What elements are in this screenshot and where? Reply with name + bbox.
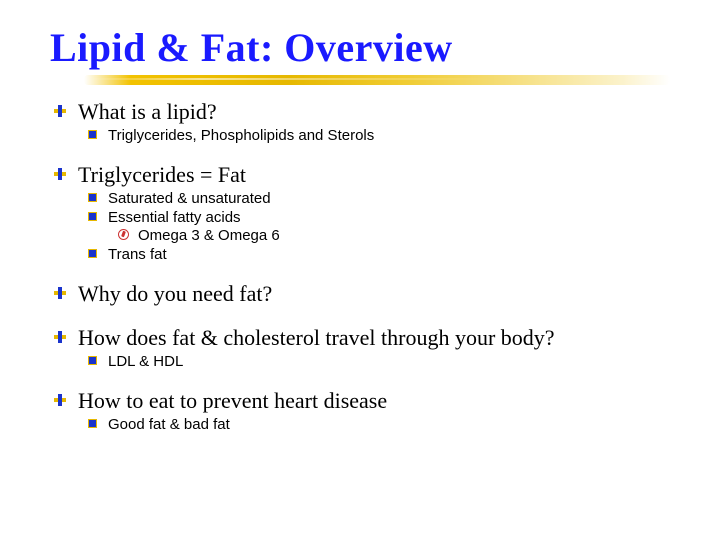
list-item-label: Why do you need fat? xyxy=(78,281,272,306)
list-item: Essential fatty acidsOmega 3 & Omega 6 xyxy=(108,209,670,244)
square-bullet-icon xyxy=(88,419,97,428)
list-item: What is a lipid? Triglycerides, Phospholi… xyxy=(78,99,670,144)
title-underline xyxy=(84,75,670,85)
square-bullet-icon xyxy=(88,193,97,202)
list-item: Trans fat xyxy=(108,246,670,263)
list-item: Triglycerides, Phospholipids and Sterols xyxy=(108,127,670,144)
square-bullet-icon xyxy=(88,212,97,221)
list-item-label: How does fat & cholesterol travel throug… xyxy=(78,325,555,350)
list-item: How does fat & cholesterol travel throug… xyxy=(78,325,670,370)
plus-bullet-icon xyxy=(54,331,66,343)
list-item: Omega 3 & Omega 6 xyxy=(138,227,670,244)
square-bullet-icon xyxy=(88,356,97,365)
sub-list: Saturated & unsaturated Essential fatty a… xyxy=(78,190,670,263)
globe-bullet-icon xyxy=(118,229,129,240)
list-item-label: Saturated & unsaturated xyxy=(108,190,271,207)
plus-bullet-icon xyxy=(54,394,66,406)
list-item-label: How to eat to prevent heart disease xyxy=(78,388,387,413)
list-item-label: Trans fat xyxy=(108,246,167,263)
list-item: Why do you need fat? xyxy=(78,281,670,307)
slide: Lipid & Fat: Overview What is a lipid? Tr… xyxy=(0,0,720,457)
outline-list: What is a lipid? Triglycerides, Phospholi… xyxy=(50,99,670,433)
sub-list: Good fat & bad fat xyxy=(78,416,670,433)
page-title: Lipid & Fat: Overview xyxy=(50,24,670,71)
list-item: Saturated & unsaturated xyxy=(108,190,670,207)
sub-list: LDL & HDL xyxy=(78,353,670,370)
list-item: How to eat to prevent heart disease Good … xyxy=(78,388,670,433)
list-item-label: What is a lipid? xyxy=(78,99,217,124)
list-item-label: Good fat & bad fat xyxy=(108,416,230,433)
list-item-label: Triglycerides, Phospholipids and Sterols xyxy=(108,127,374,144)
list-item: LDL & HDL xyxy=(108,353,670,370)
square-bullet-icon xyxy=(88,249,97,258)
list-item-label: Essential fatty acids xyxy=(108,209,241,226)
sub-list: Triglycerides, Phospholipids and Sterols xyxy=(78,127,670,144)
list-item-label: LDL & HDL xyxy=(108,353,183,370)
list-item-label: Omega 3 & Omega 6 xyxy=(138,227,280,244)
sub-sub-list: Omega 3 & Omega 6 xyxy=(108,227,670,244)
plus-bullet-icon xyxy=(54,168,66,180)
list-item: Triglycerides = Fat Saturated & unsaturat… xyxy=(78,162,670,263)
plus-bullet-icon xyxy=(54,105,66,117)
list-item: Good fat & bad fat xyxy=(108,416,670,433)
square-bullet-icon xyxy=(88,130,97,139)
list-item-label: Triglycerides = Fat xyxy=(78,162,246,187)
plus-bullet-icon xyxy=(54,287,66,299)
